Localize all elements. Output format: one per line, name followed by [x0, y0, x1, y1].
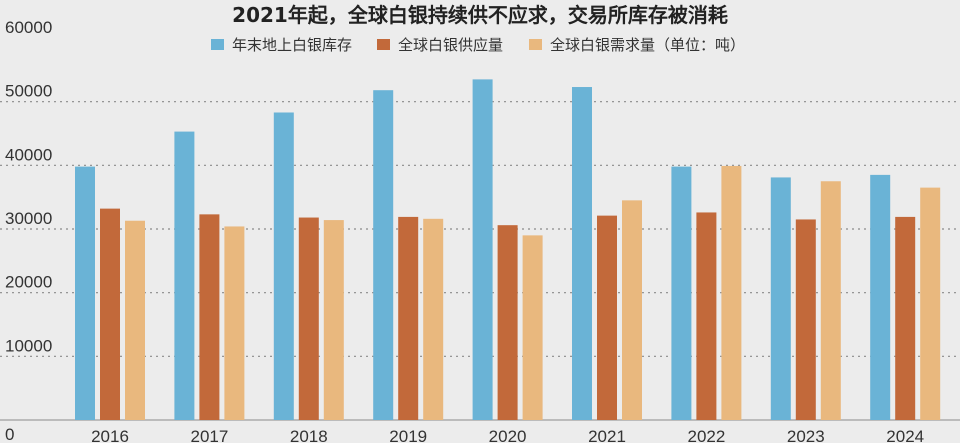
- bar-supply-2024: [895, 216, 916, 420]
- x-tick-label: 2023: [787, 427, 825, 443]
- legend-swatch: [529, 39, 542, 50]
- bar-demand-2020: [522, 235, 543, 420]
- bar-demand-2021: [622, 200, 642, 420]
- bar-stock-2018: [273, 112, 294, 421]
- bar-demand-2024: [920, 187, 941, 420]
- bar-stock-2019: [373, 90, 394, 420]
- bar-stock-2024: [870, 174, 891, 420]
- y-tick-label: 50000: [5, 82, 52, 101]
- y-tick-label: 30000: [5, 209, 52, 228]
- x-tick-label: 2017: [190, 427, 228, 443]
- bar-supply-2019: [398, 216, 419, 420]
- bar-supply-2023: [795, 219, 816, 420]
- bar-stock-2023: [770, 177, 791, 420]
- legend-label: 全球白银需求量（单位：吨）: [550, 36, 745, 54]
- legend-label: 全球白银供应量: [398, 36, 503, 54]
- bar-supply-2018: [298, 217, 319, 420]
- bar-demand-2023: [820, 181, 841, 420]
- x-tick-label: 2022: [687, 427, 725, 443]
- x-tick-label: 2019: [389, 427, 427, 443]
- bar-demand-2022: [721, 165, 742, 420]
- y-tick-label: 20000: [5, 273, 52, 292]
- legend-swatch: [211, 39, 224, 50]
- x-tick-label: 2021: [588, 427, 626, 443]
- bar-stock-2020: [472, 79, 493, 420]
- legend-label: 年末地上白银库存: [232, 36, 352, 54]
- bar-stock-2016: [75, 166, 95, 420]
- bar-supply-2022: [696, 212, 717, 420]
- x-tick-label: 2024: [886, 427, 924, 443]
- x-tick-label: 2020: [489, 427, 527, 443]
- x-tick-label: 2018: [290, 427, 328, 443]
- bar-demand-2016: [125, 220, 145, 420]
- bar-series: [75, 79, 941, 421]
- y-tick-label: 0: [5, 425, 14, 443]
- y-tick-label: 40000: [5, 145, 52, 164]
- legend-swatch: [377, 39, 390, 50]
- y-axis-ticks: 0 10000 20000 30000 40000 50000 60000: [5, 18, 52, 443]
- bar-stock-2022: [671, 166, 692, 420]
- bar-stock-2017: [174, 131, 195, 420]
- legend: 年末地上白银库存 全球白银供应量 全球白银需求量（单位：吨）: [211, 36, 745, 54]
- x-axis-ticks: 2016 2017 2018 2019 2020 2021 2022 2023 2024: [91, 427, 924, 443]
- chart-title: 2021年起，全球白银持续供不应求，交易所库存被消耗: [232, 3, 728, 27]
- bar-supply-2017: [199, 214, 220, 420]
- x-tick-label: 2016: [91, 427, 129, 443]
- y-tick-label: 60000: [5, 18, 52, 37]
- bar-stock-2021: [572, 87, 592, 421]
- bar-demand-2018: [323, 220, 344, 420]
- bar-supply-2021: [597, 215, 617, 420]
- y-tick-label: 10000: [5, 336, 52, 355]
- bar-demand-2017: [224, 226, 245, 420]
- bar-demand-2019: [423, 218, 444, 420]
- bar-supply-2020: [497, 225, 518, 420]
- bar-supply-2016: [100, 208, 120, 420]
